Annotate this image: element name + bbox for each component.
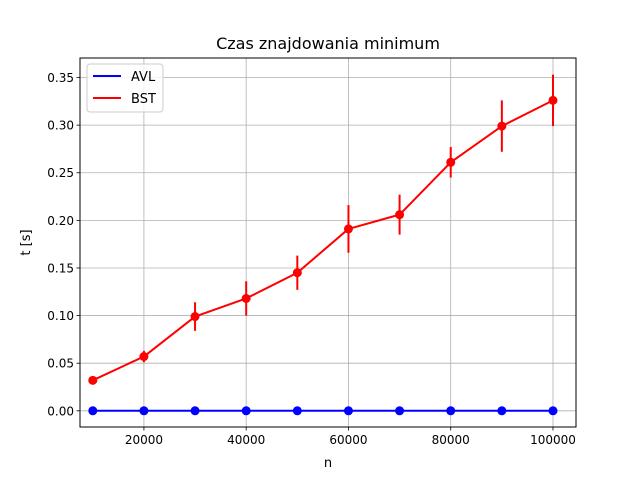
data-point-bst — [446, 157, 456, 167]
data-point-avl — [343, 406, 353, 416]
data-point-avl — [497, 406, 507, 416]
data-point-bst — [292, 268, 302, 278]
data-point-bst — [497, 121, 507, 131]
series-bst — [88, 74, 558, 385]
x-axis-label: n — [324, 456, 332, 471]
y-tick-label: 0.30 — [47, 119, 74, 133]
data-point-bst — [88, 375, 98, 385]
x-tick-label: 40000 — [227, 433, 265, 447]
x-tick-label: 80000 — [432, 433, 470, 447]
y-tick-label: 0.00 — [47, 404, 74, 418]
data-point-avl — [395, 406, 405, 416]
chart-title: Czas znajdowania minimum — [216, 34, 440, 53]
legend-label-avl: AVL — [131, 70, 156, 85]
data-point-avl — [139, 406, 149, 416]
data-point-avl — [292, 406, 302, 416]
y-axis-label: t [s] — [19, 229, 34, 255]
data-point-bst — [548, 95, 558, 105]
y-tick-label: 0.25 — [47, 166, 74, 180]
data-point-avl — [446, 406, 456, 416]
series-avl — [88, 406, 558, 416]
plot-frame — [79, 57, 577, 428]
legend-label-bst: BST — [131, 92, 156, 107]
x-tick-label: 60000 — [329, 433, 367, 447]
y-tick-label: 0.35 — [47, 71, 74, 85]
axis-ticks: 20000 40000 60000 80000 100000 0.00 0.05 0.10 0.… — [47, 71, 576, 447]
data-point-avl — [241, 406, 251, 416]
legend: AVL BST — [86, 63, 164, 113]
data-point-bst — [395, 210, 405, 220]
data-point-avl — [88, 406, 98, 416]
data-point-bst — [241, 293, 251, 303]
y-tick-label: 0.10 — [47, 309, 74, 323]
data-point-avl — [190, 406, 200, 416]
data-point-avl — [548, 406, 558, 416]
x-tick-label: 100000 — [530, 433, 576, 447]
y-tick-label: 0.15 — [47, 261, 74, 275]
data-point-bst — [343, 224, 353, 234]
data-point-bst — [139, 352, 149, 362]
series — [88, 74, 558, 416]
y-tick-label: 0.20 — [47, 214, 74, 228]
data-point-bst — [190, 312, 200, 322]
x-tick-label: 20000 — [125, 433, 163, 447]
y-tick-label: 0.05 — [47, 357, 74, 371]
series-line-bst — [92, 99, 554, 382]
